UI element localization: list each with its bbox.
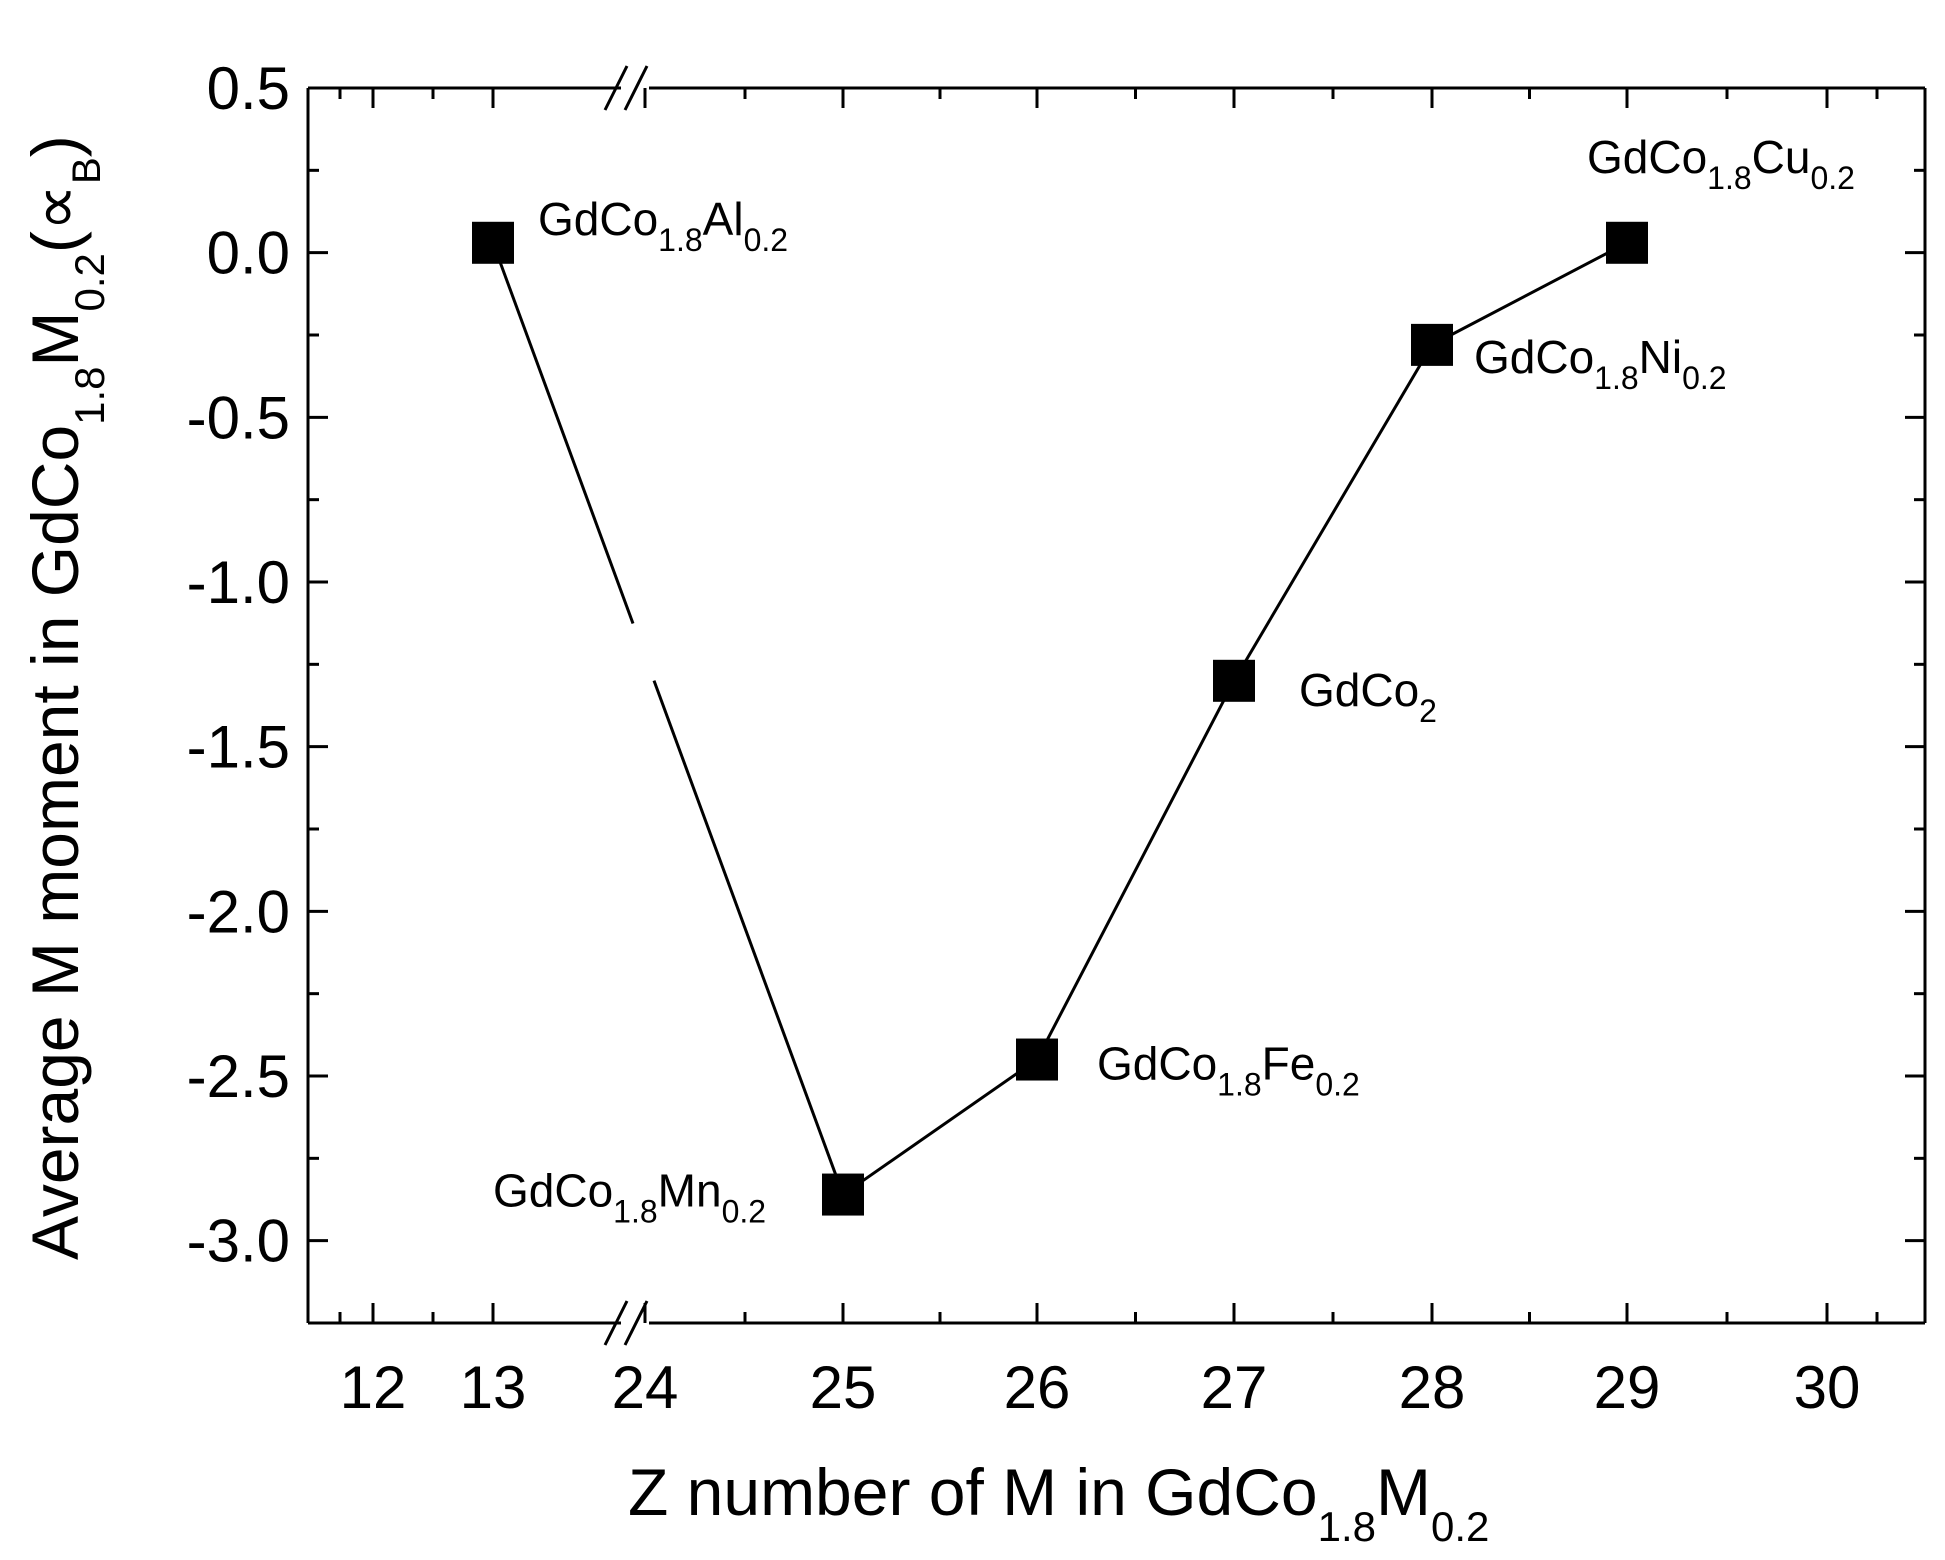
- x-axis-title-main: Z number of M in GdCo: [628, 1455, 1318, 1529]
- y-axis-title-sub1: 1.8: [66, 366, 113, 424]
- axis-break-top-mark-2: [623, 65, 649, 111]
- data-point-marker: [1606, 221, 1648, 264]
- x-tick-label: 28: [1399, 1354, 1466, 1421]
- x-tick-label: 12: [340, 1354, 407, 1421]
- y-axis-title-main: Average M moment in GdCo: [18, 425, 92, 1260]
- point-label: GdCo2: [1299, 664, 1437, 729]
- series-line-segment: [842, 1058, 1038, 1196]
- x-tick-label: 30: [1794, 1354, 1861, 1421]
- data-point-marker: [472, 221, 514, 264]
- point-label: GdCo1.8Ni0.2: [1474, 331, 1727, 396]
- y-tick-label: -2.0: [187, 878, 290, 945]
- y-axis-title-mid: M: [18, 311, 92, 366]
- axis-break-top-mark-1: [603, 65, 629, 111]
- x-tick-label: 13: [460, 1354, 527, 1421]
- series-line-segment: [1035, 680, 1236, 1061]
- series-line-segment: [1431, 241, 1628, 347]
- y-axis-title-open: (: [18, 231, 92, 253]
- point-label: GdCo1.8Al0.2: [538, 193, 788, 258]
- y-axis-title-unit: ∝: [18, 184, 92, 231]
- data-point-marker: [1213, 659, 1255, 702]
- point-label: GdCo1.8Fe0.2: [1097, 1038, 1360, 1103]
- x-tick-label: 26: [1004, 1354, 1071, 1421]
- data-point-marker: [822, 1173, 864, 1216]
- series-line-segment: [491, 242, 635, 625]
- x-axis-title-sub1: 1.8: [1318, 1503, 1376, 1550]
- x-tick-label: 29: [1594, 1354, 1661, 1421]
- y-axis-title-unit-sub: B: [65, 157, 109, 184]
- series-line-segment: [652, 680, 845, 1196]
- point-label: GdCo1.8Cu0.2: [1587, 131, 1855, 196]
- x-axis-title-mid: M: [1376, 1455, 1431, 1529]
- x-tick-label: 25: [810, 1354, 877, 1421]
- y-tick-label: -1.0: [187, 549, 290, 616]
- data-point-marker: [1411, 323, 1453, 366]
- y-axis-title-close: ): [18, 135, 92, 157]
- x-tick-label: 24: [612, 1354, 679, 1421]
- x-axis-title-sub2: 0.2: [1431, 1503, 1489, 1550]
- series-line-segment: [1232, 344, 1434, 682]
- y-tick-label: -1.5: [187, 714, 290, 781]
- y-tick-label: -0.5: [187, 384, 290, 451]
- y-tick-label: -3.0: [187, 1208, 290, 1275]
- axis-break-bottom-mark-2: [623, 1300, 649, 1346]
- y-tick-label: 0.5: [207, 55, 290, 122]
- y-tick-label: 0.0: [207, 220, 290, 287]
- x-tick-label: 27: [1201, 1354, 1268, 1421]
- data-point-marker: [1016, 1038, 1058, 1081]
- y-axis-title: Average M moment in GdCo1.8M0.2(∝B): [18, 135, 113, 1260]
- x-axis-title: Z number of M in GdCo1.8M0.2: [628, 1455, 1489, 1550]
- axis-break-bottom-mark-1: [603, 1300, 629, 1346]
- point-label: GdCo1.8Mn0.2: [493, 1165, 766, 1230]
- y-axis-title-sub2: 0.2: [66, 253, 113, 311]
- y-tick-label: -2.5: [187, 1043, 290, 1110]
